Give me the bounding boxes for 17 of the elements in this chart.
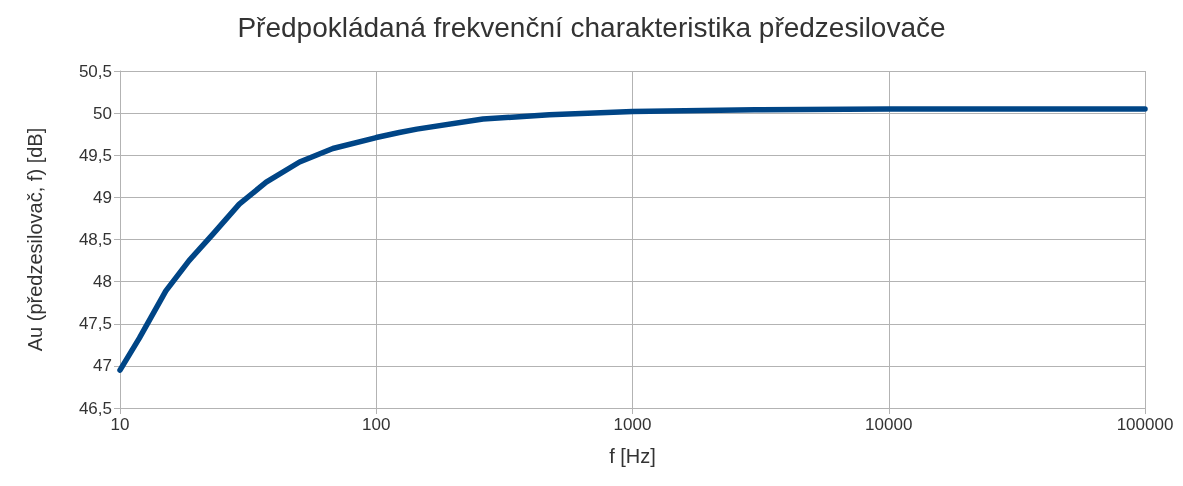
y-tick-label: 48,5 [78,230,112,249]
x-tick-label: 100000 [1116,415,1174,434]
y-tick-label: 48 [93,272,112,292]
x-tick-label: 10000 [865,415,913,434]
y-tick-label: 47,5 [78,314,112,334]
x-tick-label: 1000 [613,415,652,434]
y-tick-label: 46,5 [78,398,112,418]
x-tick-label: 100 [362,415,391,434]
y-tick-label: 49,5 [78,145,112,165]
y-tick-label: 50,5 [78,61,112,81]
x-tick-label: 10 [110,415,130,434]
y-tick-label: 49 [93,187,112,207]
y-tick-label: 47 [93,356,112,376]
x-axis-title: f [Hz] [609,445,656,467]
chart-title: Předpokládaná frekvenční charakteristika předzesilovače [237,11,946,43]
y-tick-label: 50 [93,103,112,123]
y-axis-title: Au (předzesilovač, f) [dB] [24,127,46,352]
